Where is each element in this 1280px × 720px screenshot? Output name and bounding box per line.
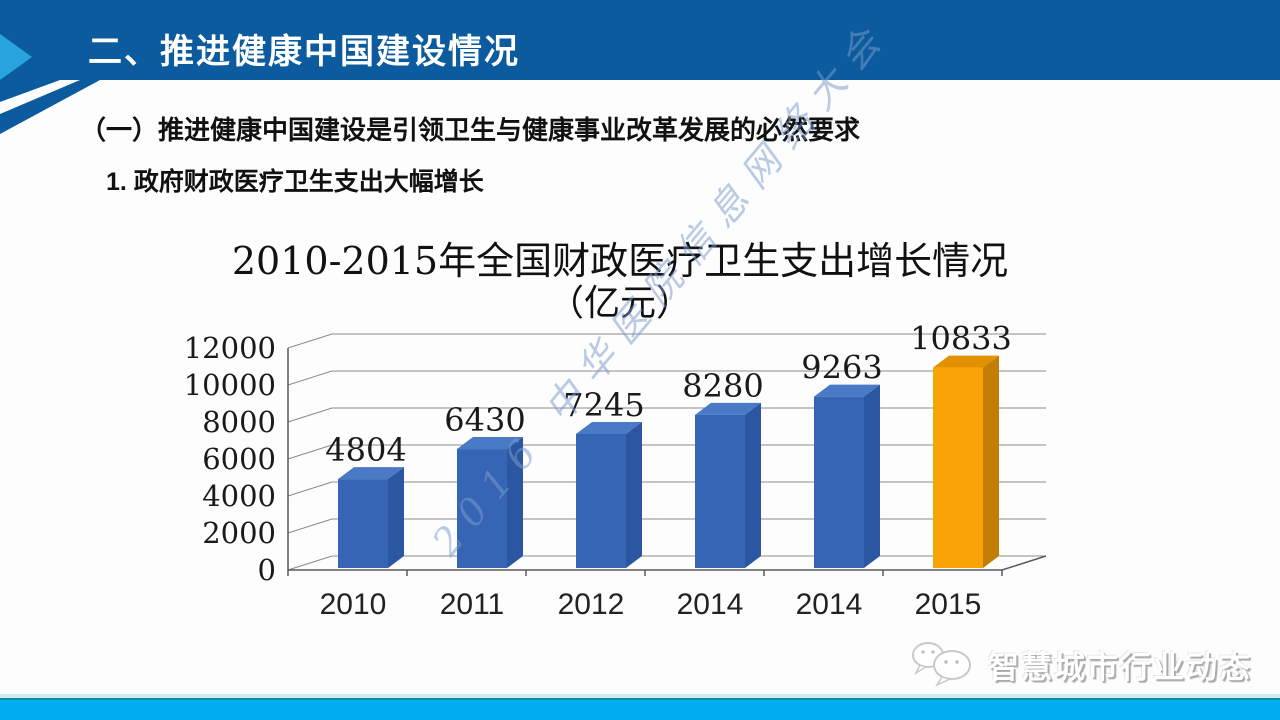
point-title: 1. 政府财政医疗卫生支出大幅增长 xyxy=(106,168,484,196)
y-axis-label: 10000 xyxy=(184,368,276,402)
header-bar xyxy=(0,0,1280,80)
gridline-depth xyxy=(287,370,333,386)
bar-2012 xyxy=(576,433,626,568)
gridline-depth xyxy=(287,333,333,349)
bar-2010 xyxy=(338,479,388,568)
bar-value-label: 8280 xyxy=(682,367,763,405)
gridline-depth xyxy=(287,444,333,460)
floor-corner-line xyxy=(1001,555,1047,571)
y-axis-label: 8000 xyxy=(202,405,276,439)
x-axis-label: 2014 xyxy=(796,588,863,621)
bar-side-face xyxy=(864,384,880,568)
y-axis-label: 12000 xyxy=(184,331,276,365)
bar-top-face xyxy=(814,384,880,397)
bar-top-face xyxy=(338,467,404,480)
bar-value-label: 9263 xyxy=(801,349,882,387)
bar-value-label: 7245 xyxy=(563,386,644,424)
x-axis-label: 2015 xyxy=(915,588,982,621)
footer-accent-line xyxy=(0,694,1280,698)
bar-top-face xyxy=(695,402,761,415)
bar-2014 xyxy=(695,414,745,568)
bar-side-face xyxy=(983,355,999,568)
chart-subtitle: （亿元） xyxy=(547,283,692,324)
section-subtitle: （一）推进健康中国建设是引领卫生与健康事业改革发展的必然要求 xyxy=(80,115,861,145)
y-axis-label: 6000 xyxy=(202,442,276,476)
gridline-depth xyxy=(287,481,333,497)
footer-bar xyxy=(0,698,1280,720)
wechat-icon xyxy=(912,642,971,687)
bar-2015 xyxy=(933,367,983,568)
footer-brand: 智慧城市行业动态 xyxy=(910,638,1252,690)
bar-top-face xyxy=(576,421,642,434)
gridline-depth xyxy=(287,555,333,571)
y-axis-label: 0 xyxy=(258,553,276,587)
x-axis-label: 2011 xyxy=(440,588,505,621)
bar-value-label: 4804 xyxy=(325,431,406,469)
page-title: 二、推进健康中国建设情况 xyxy=(88,33,520,71)
gridline-depth xyxy=(287,407,333,423)
bar-side-face xyxy=(388,467,404,568)
bar-side-face xyxy=(507,437,523,568)
bar-2014 xyxy=(814,396,864,568)
y-axis-label: 2000 xyxy=(202,516,276,550)
gridline-depth xyxy=(287,518,333,534)
bar-side-face xyxy=(745,402,761,568)
bar-top-face xyxy=(457,437,523,450)
bar-top-face xyxy=(933,355,999,368)
bar-side-face xyxy=(626,421,642,568)
x-axis-label: 2010 xyxy=(320,588,387,621)
footer-brand-text: 智慧城市行业动态 xyxy=(988,649,1252,685)
x-axis-label: 2014 xyxy=(677,588,744,621)
bar-value-label: 6430 xyxy=(444,401,525,439)
chart-title: 2010-2015年全国财政医疗卫生支出增长情况 xyxy=(231,239,1009,283)
x-axis-label: 2012 xyxy=(558,588,625,621)
y-axis-label: 4000 xyxy=(202,479,276,513)
bar-value-label: 10833 xyxy=(910,320,1012,358)
bar-2011 xyxy=(457,449,507,568)
